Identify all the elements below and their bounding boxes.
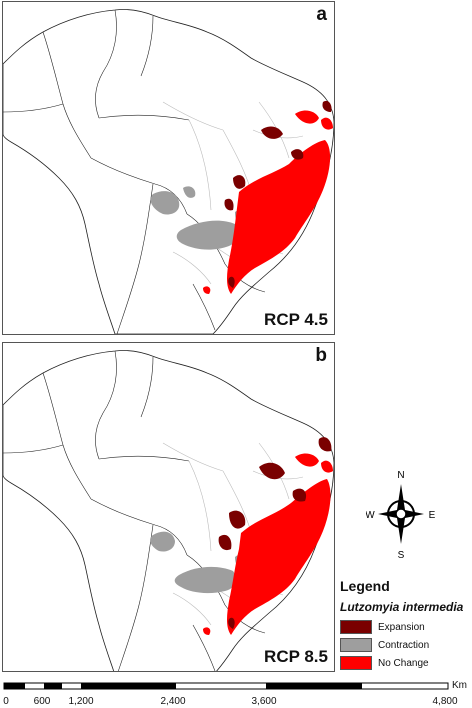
state-border [188, 460, 212, 552]
expansion-area [292, 488, 307, 502]
north-arrow-compass-icon: N S W E [366, 470, 436, 560]
map-legend: Legend Lutzomyia intermedia Expansion Co… [340, 578, 470, 672]
legend-item-contraction: Contraction [340, 636, 470, 654]
scale-tick-2400: 2,400 [160, 696, 186, 707]
expansion-area [218, 534, 232, 551]
compass-west: W [366, 510, 375, 521]
country-border [90, 498, 188, 556]
country-border [98, 114, 190, 121]
state-border [162, 101, 224, 131]
legend-item-no-change: No Change [340, 654, 470, 672]
legend-species: Lutzomyia intermedia [340, 600, 464, 614]
contraction-area [150, 531, 175, 552]
expansion-area [228, 276, 235, 288]
country-border [140, 15, 154, 77]
legend-label-contraction: Contraction [378, 639, 430, 651]
scenario-label-a: RCP 4.5 [264, 310, 328, 329]
compass-east: E [429, 510, 436, 521]
contraction-area [176, 220, 240, 250]
no-change-area [203, 286, 211, 294]
scale-bar: 0 600 1,200 2,400 3,600 4,800 Km [0, 680, 472, 708]
state-border [172, 251, 212, 285]
country-border [3, 444, 64, 454]
scale-unit: Km [452, 680, 467, 691]
country-border [224, 604, 266, 634]
scale-tick-3600: 3,600 [251, 696, 277, 707]
contraction-area [150, 191, 180, 215]
no-change-area [295, 110, 319, 124]
country-border [3, 103, 64, 113]
legend-swatch-contraction [340, 638, 372, 652]
legend-label-no-change: No Change [378, 657, 429, 669]
map-south-america-b [3, 350, 334, 671]
scale-tick-600: 600 [33, 696, 51, 707]
country-border [42, 31, 92, 159]
scale-tick-1200: 1,200 [68, 696, 94, 707]
state-border [162, 442, 224, 472]
country-border [118, 524, 154, 671]
country-border [192, 624, 216, 671]
expansion-area [322, 100, 332, 112]
legend-title: Legend [340, 578, 390, 594]
country-border [95, 9, 117, 119]
state-border [252, 470, 304, 480]
map-south-america-a [3, 9, 334, 334]
country-border [140, 356, 154, 418]
no-change-area [227, 140, 331, 294]
no-change-area [227, 479, 331, 635]
expansion-area [229, 510, 246, 529]
map-panel-a: a RCP 4.5 [2, 1, 335, 335]
scale-tick-4800: 4,800 [432, 696, 458, 707]
legend-swatch-expansion [340, 620, 372, 634]
country-border [98, 455, 190, 462]
no-change-area [295, 453, 319, 467]
expansion-area [233, 175, 246, 189]
country-border [116, 183, 154, 334]
compass-north: N [397, 470, 404, 481]
expansion-area [259, 462, 285, 480]
contraction-area [183, 186, 196, 198]
no-change-area [321, 460, 333, 473]
expansion-area [228, 617, 235, 629]
country-border [90, 157, 188, 215]
scale-tick-0: 0 [3, 696, 9, 707]
no-change-area [321, 117, 333, 130]
compass-south: S [398, 550, 405, 560]
scale-bar-graphic [3, 682, 449, 690]
expansion-area [224, 198, 234, 211]
state-border [188, 119, 212, 211]
panel-letter-a: a [316, 4, 327, 25]
country-border [192, 283, 216, 331]
expansion-area [318, 437, 332, 452]
no-change-area [203, 627, 211, 635]
legend-label-expansion: Expansion [378, 621, 425, 633]
legend-swatch-no-change [340, 656, 372, 670]
country-border [95, 350, 117, 460]
country-border [42, 372, 92, 500]
panel-letter-b: b [315, 345, 327, 366]
scenario-label-b: RCP 8.5 [264, 647, 328, 666]
legend-item-expansion: Expansion [340, 618, 470, 636]
state-border [172, 592, 212, 626]
expansion-area [291, 149, 304, 160]
country-border [224, 263, 266, 293]
map-panel-b: b RCP 8.5 [2, 342, 335, 672]
expansion-area [261, 126, 283, 139]
contraction-area [174, 566, 236, 594]
